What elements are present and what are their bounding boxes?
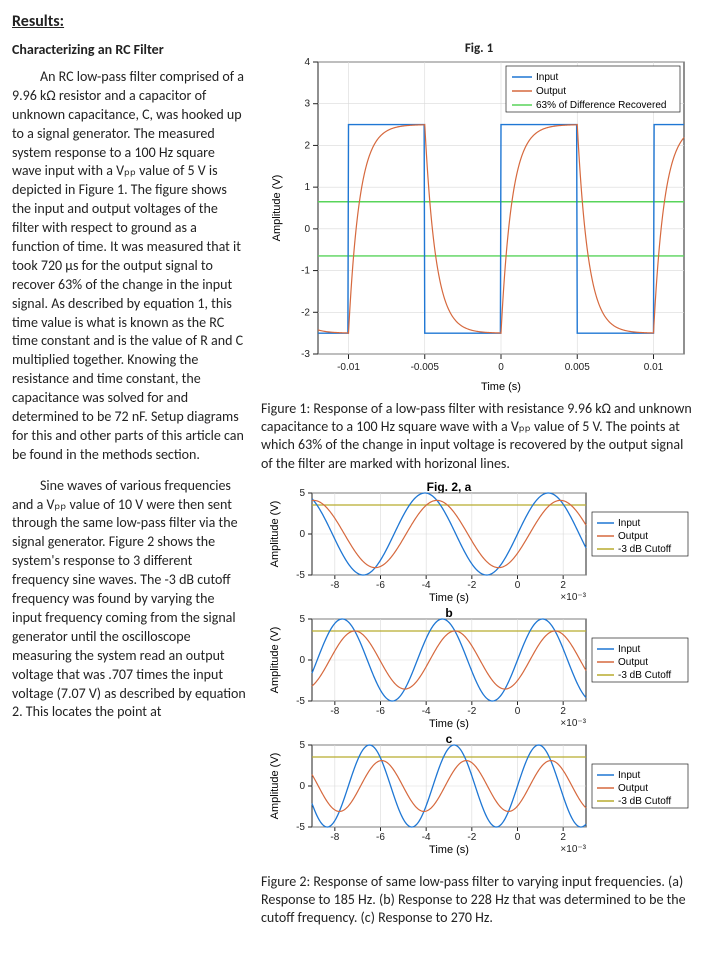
svg-text:-6: -6 [376,580,385,591]
paragraph-1: An RC low-pass filter comprised of a 9.9… [12,68,247,465]
svg-text:2: 2 [304,140,310,151]
svg-text:Input: Input [618,644,640,655]
svg-text:×10⁻³: ×10⁻³ [560,844,586,855]
subsection-heading: Characterizing an RC Filter [12,41,247,58]
svg-text:Amplitude (V): Amplitude (V) [269,626,281,693]
svg-text:-0.01: -0.01 [337,362,360,373]
svg-text:Output: Output [618,531,648,542]
svg-text:Output: Output [618,783,648,794]
svg-text:Amplitude (V): Amplitude (V) [269,500,281,567]
svg-text:b: b [445,606,452,620]
svg-text:Time (s): Time (s) [429,718,469,730]
fig2-chart: Fig. 2, a -8 -6 -4 -2 0 2 -5 0 5 Amplitude (V) Time… [264,479,694,869]
svg-text:-4: -4 [422,706,431,717]
paragraph-2: Sine waves of various frequencies and a … [12,477,247,723]
svg-text:5: 5 [299,614,305,625]
svg-text:-8: -8 [330,580,339,591]
svg-text:Input: Input [536,72,558,83]
text-column: Characterizing an RC Filter An RC low-pa… [12,41,247,933]
svg-text:-3 dB Cutoff: -3 dB Cutoff [618,796,671,807]
svg-text:Amplitude (V): Amplitude (V) [271,175,283,242]
svg-text:-5: -5 [296,696,305,707]
svg-text:-1: -1 [301,266,310,277]
svg-text:×10⁻³: ×10⁻³ [560,592,586,603]
fig1-title: Fig. 1 [261,41,697,56]
svg-text:-2: -2 [301,307,310,318]
svg-text:-0.005: -0.005 [411,362,440,373]
svg-text:Amplitude (V): Amplitude (V) [269,752,281,819]
svg-text:0.01: 0.01 [644,362,664,373]
svg-text:0.005: 0.005 [565,362,590,373]
svg-text:Fig. 2, a: Fig. 2, a [427,480,472,494]
fig2-caption: Figure 2: Response of same low-pass filt… [261,873,697,928]
svg-text:-5: -5 [296,570,305,581]
svg-text:0: 0 [299,781,305,792]
svg-text:-6: -6 [376,832,385,843]
svg-text:-5: -5 [296,822,305,833]
svg-text:-3 dB Cutoff: -3 dB Cutoff [618,670,671,681]
figure-column: Fig. 1 -0.01 -0.005 0 0.005 0.01 -3 -2 -1 0 1 2 3 4 T… [261,41,697,933]
svg-text:-8: -8 [330,832,339,843]
svg-text:0: 0 [299,529,305,540]
svg-text:2: 2 [560,580,566,591]
svg-text:-2: -2 [467,706,476,717]
svg-text:-3: -3 [301,349,310,360]
svg-text:5: 5 [299,488,305,499]
svg-text:63% of Difference Recovered: 63% of Difference Recovered [536,100,666,111]
svg-text:5: 5 [299,740,305,751]
svg-text:Time (s): Time (s) [429,844,469,856]
svg-text:Time (s): Time (s) [429,592,469,604]
svg-text:0: 0 [299,655,305,666]
svg-text:-3 dB Cutoff: -3 dB Cutoff [618,544,671,555]
fig1-caption: Figure 1: Response of a low-pass filter … [261,400,697,473]
svg-text:0: 0 [515,706,521,717]
svg-text:-2: -2 [467,832,476,843]
page-layout: Characterizing an RC Filter An RC low-pa… [12,41,697,933]
svg-text:0: 0 [515,832,521,843]
svg-text:-4: -4 [422,580,431,591]
svg-text:×10⁻³: ×10⁻³ [560,718,586,729]
svg-text:-8: -8 [330,706,339,717]
svg-text:0: 0 [498,362,504,373]
svg-text:-4: -4 [422,832,431,843]
svg-text:1: 1 [304,182,310,193]
svg-text:2: 2 [560,706,566,717]
svg-text:Output: Output [536,86,566,97]
svg-text:2: 2 [560,832,566,843]
svg-text:Input: Input [618,518,640,529]
svg-text:-6: -6 [376,706,385,717]
svg-text:0: 0 [304,224,310,235]
svg-text:0: 0 [515,580,521,591]
fig1-chart: -0.01 -0.005 0 0.005 0.01 -3 -2 -1 0 1 2 3 4 Time (s)… [264,56,694,396]
svg-text:Time (s): Time (s) [481,381,521,393]
svg-text:4: 4 [304,57,310,68]
svg-text:Input: Input [618,770,640,781]
svg-text:-2: -2 [467,580,476,591]
section-heading: Results: [12,12,697,31]
svg-text:c: c [446,732,453,746]
svg-text:3: 3 [304,99,310,110]
svg-text:Output: Output [618,657,648,668]
